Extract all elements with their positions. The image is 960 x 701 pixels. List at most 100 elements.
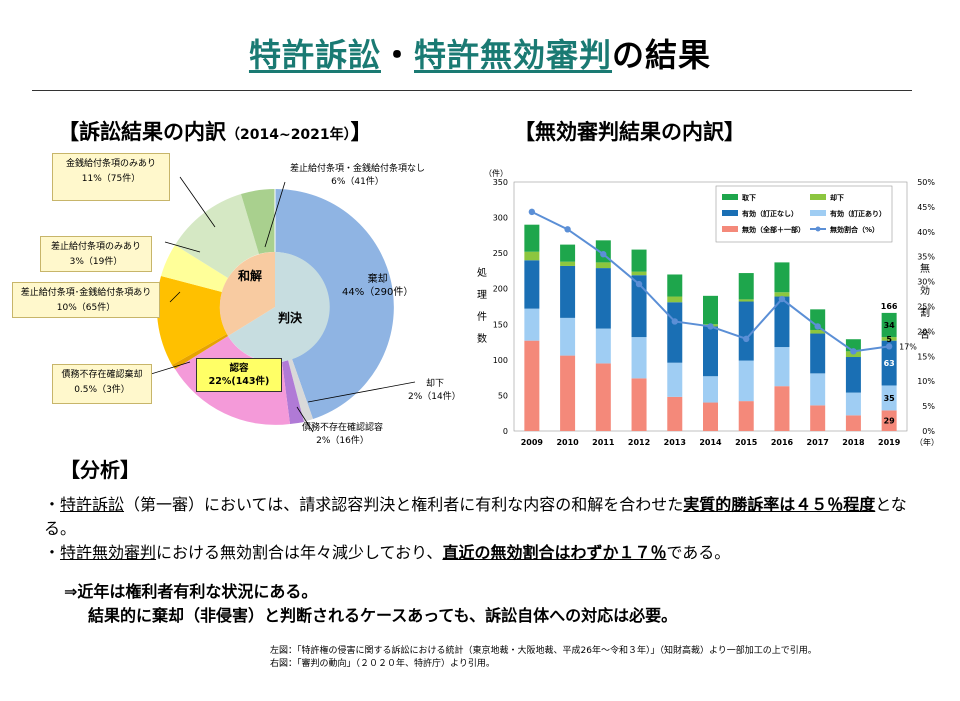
y-right-tick-label: 50% — [917, 178, 935, 187]
legend-swatch — [810, 194, 826, 200]
bar-segment — [738, 401, 754, 431]
bar-segment — [738, 360, 754, 402]
y-left-tick-label: 300 — [493, 214, 508, 223]
slice-no-debt-claim — [172, 334, 228, 369]
data-label-2019: 35 — [884, 394, 896, 403]
bar-segment — [560, 265, 576, 318]
y-left-tick-label: 150 — [493, 320, 508, 329]
analysis-bullet-2: ・ — [44, 543, 61, 562]
invalid-rate-point — [814, 323, 821, 330]
title-patent-litigation: 特許訴訟 — [248, 36, 381, 74]
box-money-only-name: 金銭給付条項のみあり — [65, 159, 156, 169]
label-dismissed-name: 棄却 — [367, 274, 388, 285]
y-right-tick-label: 45% — [917, 203, 935, 212]
legend-label: 有効（訂正なし） — [742, 209, 798, 218]
analysis-text-1: （第一審）においては、請求認容判決と権利者に有利な内容の和解を合わせた — [124, 495, 684, 514]
slice-no-clauses — [241, 189, 275, 254]
legend-label: 却下 — [830, 193, 844, 202]
bar-segment — [631, 249, 647, 272]
legend-swatch — [810, 210, 826, 216]
box-both-clauses: 差止給付条項･金銭給付条項あり 10%（65件） — [12, 282, 160, 318]
x-tick-label: 2009 — [521, 438, 544, 447]
y-right-label-char: 効 — [920, 284, 930, 297]
invalid-rate-point — [707, 323, 714, 330]
label-no-debt: 債務不存在確認認容 2%（16件） — [302, 422, 383, 448]
bar-segment — [774, 292, 790, 297]
y-right-tick-label: 35% — [917, 253, 935, 262]
bar-segment — [703, 376, 718, 403]
analysis-text-2: における無効割合は年々減少しており、 — [156, 543, 443, 562]
y-right-tick-label: 40% — [917, 228, 935, 237]
box-money-only-value: 11%（75件） — [81, 174, 141, 184]
legend-label: 有効（訂正あり） — [830, 209, 886, 218]
data-label-2019: 34 — [884, 321, 896, 330]
bar-segment — [703, 402, 718, 431]
bar-segment — [524, 260, 540, 309]
analysis-term-litigation: 特許訴訟 — [60, 495, 125, 514]
analysis-term-trial: 特許無効審判 — [60, 543, 157, 562]
legend-line-marker — [815, 226, 821, 232]
bar-segment — [631, 275, 647, 338]
bar-segment — [810, 333, 826, 374]
bar-segment — [631, 271, 647, 276]
box-no-debt-claim: 債務不存在確認棄却 0.5%（3件） — [52, 364, 152, 404]
label-no-clauses-name: 差止給付条項・金銭給付条項なし — [290, 164, 426, 174]
y-left-tick-label: 200 — [493, 285, 508, 294]
legend-box — [715, 185, 893, 243]
y-left-tick-label: 350 — [493, 178, 508, 187]
bar-segment — [595, 328, 611, 364]
y-right-tick-label: 25% — [917, 303, 935, 312]
analysis-point-1: ・特許訴訟（第一審）においては、請求認容判決と権利者に有利な内容の和解を合わせた… — [44, 493, 924, 541]
box-injunction-only-name: 差止給付条項のみあり — [50, 242, 141, 252]
y-right-tick-label: 20% — [917, 327, 935, 336]
bar-segment — [845, 392, 861, 416]
y-left-tick-label: 50 — [498, 391, 508, 400]
label-no-debt-name: 債務不存在確認認容 — [302, 423, 384, 433]
label-rejected: 却下 2%（14件） — [408, 378, 461, 404]
data-label-total-2019: 166 — [881, 302, 898, 311]
bar-segment — [524, 251, 540, 261]
x-tick-label: 2010 — [556, 438, 579, 447]
bar-segment — [524, 224, 540, 252]
x-tick-label: 2013 — [664, 438, 686, 447]
conclusion-line-1: ⇒近年は権利者有利な状況にある。 — [64, 582, 318, 601]
y-right-tick-label: 15% — [917, 352, 935, 361]
box-both-clauses-value: 10%（65件） — [56, 303, 116, 313]
x-tick-label: 2018 — [842, 438, 865, 447]
analysis-text-1-end: となる。 — [44, 495, 907, 538]
box-money-only: 金銭給付条項のみあり 11%（75件） — [52, 153, 170, 201]
label-granted-name: 認容 — [229, 363, 249, 374]
bar-segment — [881, 337, 897, 341]
legend-label: 無効（全部＋一部） — [742, 225, 805, 234]
legend-label: 無効割合（%） — [830, 225, 879, 234]
conclusion-line-2: 結果的に棄却（非侵害）と判断されるケースあっても、訴訟自体への対応は必要。 — [88, 606, 678, 625]
label-rejected-name: 却下 — [426, 379, 445, 389]
bar-segment — [810, 373, 826, 406]
box-injunction-only: 差止給付条項のみあり 3%（19件） — [40, 236, 152, 272]
x-tick-label: 2016 — [771, 438, 794, 447]
bar-segment — [595, 268, 611, 329]
bar-segment — [560, 317, 576, 356]
y-left-label-char: 処 — [477, 266, 487, 279]
bar-segment — [595, 363, 611, 431]
y-right-label-char: 無 — [920, 262, 930, 275]
bar-segment — [810, 309, 826, 330]
bar-segment — [560, 244, 576, 262]
label-rejected-value: 2%（14件） — [408, 392, 461, 402]
bar-segment — [881, 312, 897, 338]
label-dismissed-value: 44%（290件） — [342, 287, 414, 298]
y-left-tick-label: 100 — [493, 356, 508, 365]
bar-segment — [524, 308, 540, 341]
invalid-rate-point — [528, 208, 536, 216]
y-left-tick-label: 250 — [493, 249, 508, 258]
label-dismissed: 棄却 44%（290件） — [342, 273, 413, 299]
bar-segment — [845, 415, 861, 431]
slice-injunction-only — [161, 245, 228, 292]
x-tick-label: 2015 — [735, 438, 758, 447]
bar-segment — [595, 262, 611, 269]
label-no-clauses: 差止給付条項・金銭給付条項なし 6%（41件） — [290, 163, 425, 189]
bar-segment — [774, 386, 790, 431]
bar-segment — [631, 337, 647, 379]
y-left-label-char: 件 — [477, 311, 487, 323]
